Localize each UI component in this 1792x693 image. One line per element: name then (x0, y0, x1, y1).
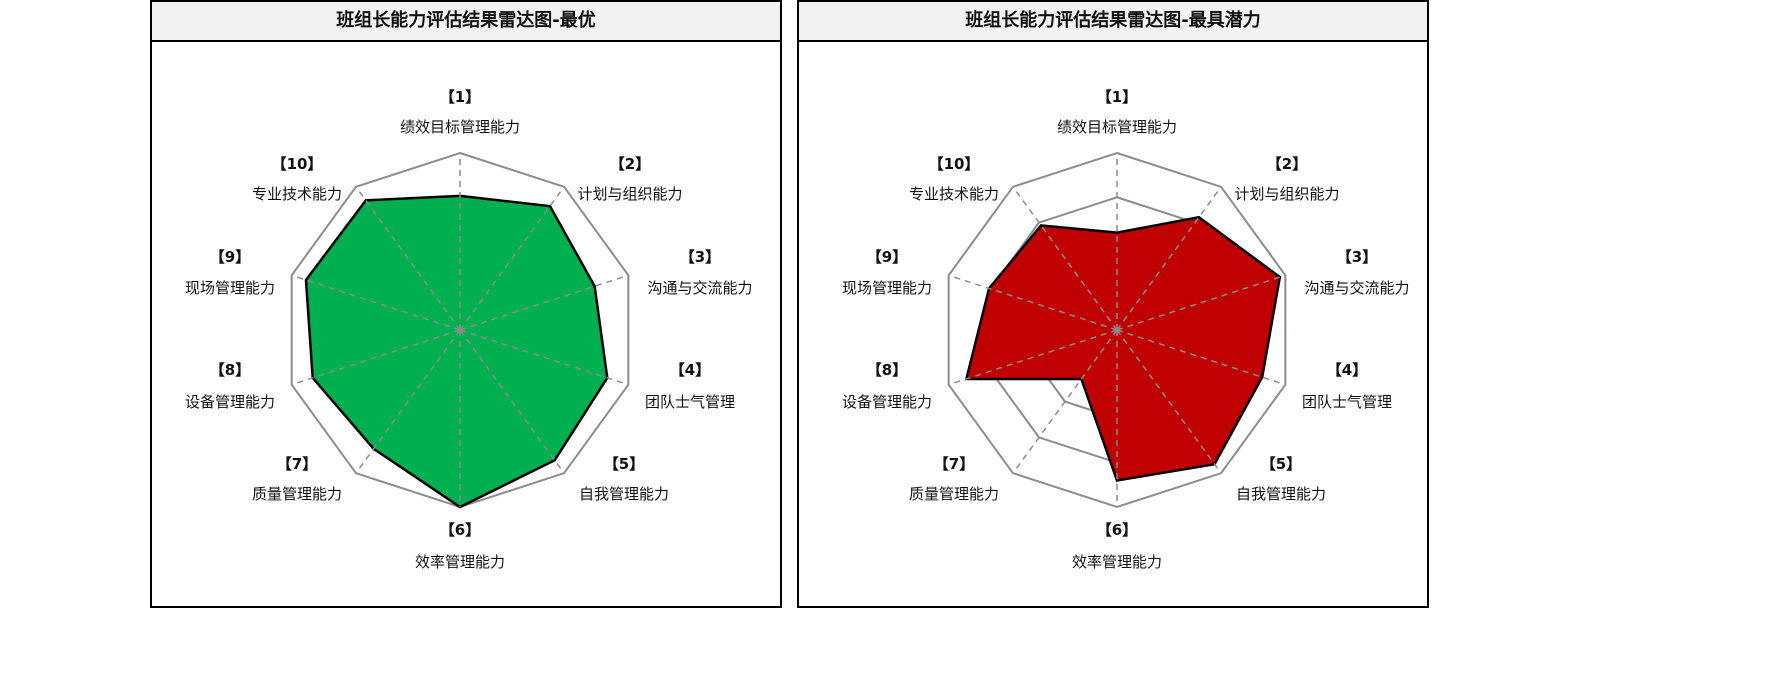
axis-category-label: 计划与组织能力 (577, 185, 682, 203)
chart-title: 班组长能力评估结果雷达图-最具潜力 (799, 2, 1427, 42)
axis-spoke (1116, 274, 1286, 331)
axis-category-label: 团队士气管理 (1302, 393, 1392, 411)
axis-spoke (459, 329, 629, 386)
axis-category-label: 设备管理能力 (842, 393, 932, 411)
chart-title: 班组长能力评估结果雷达图-最优 (152, 2, 780, 42)
axis-spoke (1012, 186, 1118, 331)
axis-index-label: 【3】 (680, 248, 720, 266)
axis-index-label: 【6】 (1097, 521, 1137, 539)
axis-spoke (948, 329, 1118, 386)
axis-spoke (459, 329, 565, 474)
axis-index-label: 【8】 (210, 361, 250, 379)
axis-category-label: 绩效目标管理能力 (400, 118, 520, 136)
radar-chart-potential: 【1】绩效目标管理能力【2】计划与组织能力【3】沟通与交流能力【4】团队士气管理… (842, 88, 1410, 571)
radar-chart-best: 【1】绩效目标管理能力【2】计划与组织能力【3】沟通与交流能力【4】团队士气管理… (185, 88, 753, 571)
axis-index-label: 【4】 (1327, 361, 1367, 379)
axis-category-label: 专业技术能力 (909, 185, 999, 203)
axis-category-label: 绩效目标管理能力 (1057, 118, 1177, 136)
axis-category-label: 质量管理能力 (252, 485, 342, 503)
axis-index-label: 【1】 (1097, 88, 1137, 106)
axis-category-label: 自我管理能力 (1236, 485, 1326, 503)
axis-spoke (948, 274, 1118, 331)
axis-index-label: 【4】 (670, 361, 710, 379)
axis-category-label: 质量管理能力 (909, 485, 999, 503)
axis-category-label: 设备管理能力 (185, 393, 275, 411)
axis-index-label: 【9】 (867, 248, 907, 266)
axis-category-label: 沟通与交流能力 (1304, 279, 1409, 297)
axis-spoke (355, 329, 461, 474)
axis-category-label: 专业技术能力 (252, 185, 342, 203)
axis-category-label: 计划与组织能力 (1234, 185, 1339, 203)
radar-panel-potential: 班组长能力评估结果雷达图-最具潜力 【1】 绩效目标管理能力 【2】 计划与组织能力【… (797, 0, 1429, 608)
axis-spoke (459, 274, 629, 331)
axis-index-label: 【2】 (1267, 155, 1307, 173)
axis-index-label: 【6】 (440, 521, 480, 539)
axis-spoke (1116, 186, 1222, 331)
axis-index-label: 【10】 (272, 155, 323, 173)
axis-category-label: 沟通与交流能力 (647, 279, 752, 297)
axis-index-label: 【7】 (277, 455, 317, 473)
axis-index-label: 【8】 (867, 361, 907, 379)
axis-index-label: 【1】 (440, 88, 480, 106)
axis-index-label: 【7】 (934, 455, 974, 473)
axis-category-label: 效率管理能力 (415, 553, 505, 571)
axis-category-label: 现场管理能力 (185, 279, 275, 297)
axis-category-label: 现场管理能力 (842, 279, 932, 297)
axis-index-label: 【3】 (1337, 248, 1377, 266)
axis-spoke (355, 186, 461, 331)
axis-index-label: 【2】 (610, 155, 650, 173)
axis-index-label: 【5】 (1261, 455, 1301, 473)
axis-category-label: 自我管理能力 (579, 485, 669, 503)
axis-category-label: 团队士气管理 (645, 393, 735, 411)
axis-index-label: 【5】 (604, 455, 644, 473)
axis-spoke (291, 274, 461, 331)
axis-spoke (1116, 329, 1286, 386)
radar-panel-best: 班组长能力评估结果雷达图-最优 【1】绩效目标管理能力【2】计划与组织能力【3】… (150, 0, 782, 608)
axis-spoke (1012, 329, 1118, 474)
axis-spoke (291, 329, 461, 386)
axis-spoke (1116, 329, 1222, 474)
axis-category-label: 效率管理能力 (1072, 553, 1162, 571)
axis-index-label: 【10】 (929, 155, 980, 173)
data-area (964, 215, 1282, 482)
axis-index-label: 【9】 (210, 248, 250, 266)
axis-spoke (459, 186, 565, 331)
data-area (304, 194, 609, 509)
